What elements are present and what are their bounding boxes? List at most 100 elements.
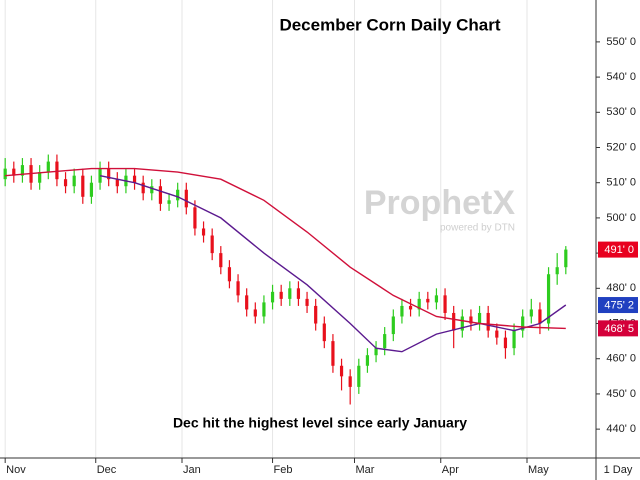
- y-tick-label: 550' 0: [606, 36, 636, 48]
- price-body: [357, 365, 361, 387]
- price-body: [426, 298, 430, 303]
- price-body: [158, 186, 163, 204]
- x-tick-label: Jan: [183, 464, 201, 476]
- price-body: [314, 305, 318, 324]
- y-tick-label: 460' 0: [606, 353, 636, 365]
- interval-label: 1 Day: [604, 464, 633, 476]
- price-body: [434, 295, 439, 303]
- price-body: [452, 312, 456, 331]
- price-body: [63, 179, 68, 187]
- price-body: [460, 316, 464, 331]
- price-body: [546, 274, 551, 324]
- price-body: [288, 288, 292, 299]
- price-body: [20, 165, 25, 176]
- y-tick-label: 480' 0: [606, 282, 636, 294]
- price-body: [3, 168, 7, 180]
- annotation: Dec hit the highest level since early Ja…: [173, 415, 467, 431]
- last-value-label: 491' 0: [604, 244, 634, 256]
- price-body: [253, 309, 257, 317]
- price-body: [365, 355, 370, 366]
- price-body: [150, 186, 154, 194]
- price-body: [98, 168, 102, 183]
- price-body: [339, 365, 344, 377]
- price-body: [443, 295, 447, 313]
- last-value-label: 468' 5: [604, 323, 634, 335]
- y-tick-label: 540' 0: [606, 71, 636, 83]
- price-body: [270, 291, 275, 303]
- price-body: [477, 312, 482, 324]
- price-body: [81, 175, 85, 197]
- last-value-box: [598, 297, 638, 314]
- price-body: [408, 305, 413, 310]
- price-body: [219, 253, 223, 268]
- price-body: [141, 182, 145, 194]
- y-tick-label: 530' 0: [606, 106, 636, 118]
- price-body: [400, 305, 404, 317]
- price-body: [107, 168, 111, 180]
- last-value-box: [598, 320, 638, 337]
- moving-average: [99, 175, 567, 353]
- watermark-brand: ProphetX: [364, 184, 515, 222]
- price-body: [469, 316, 473, 324]
- x-tick-label: Nov: [6, 464, 26, 476]
- price-body: [262, 302, 266, 317]
- last-value-label: 475' 2: [604, 299, 634, 311]
- price-body: [564, 249, 568, 268]
- price-body: [55, 161, 59, 180]
- price-body: [374, 348, 378, 356]
- moving-average: [5, 167, 566, 330]
- price-body: [167, 200, 171, 204]
- price-body: [391, 316, 395, 335]
- price-body: [486, 312, 490, 331]
- y-tick-label: 440' 0: [606, 423, 636, 435]
- price-body: [236, 281, 240, 296]
- price-body: [296, 288, 301, 299]
- price-body: [305, 298, 309, 306]
- price-body: [12, 168, 16, 176]
- price-body: [538, 309, 542, 324]
- price-body: [176, 189, 180, 201]
- x-tick-label: Apr: [442, 464, 459, 476]
- price-body: [72, 175, 76, 187]
- marks: [3, 154, 568, 405]
- price-body: [521, 316, 525, 331]
- price-body: [89, 182, 94, 197]
- price-body: [245, 295, 249, 310]
- price-body: [279, 291, 283, 299]
- y-tick-label: 450' 0: [606, 388, 636, 400]
- price-body: [210, 235, 214, 254]
- x-tick-label: May: [528, 464, 549, 476]
- price-body: [115, 179, 119, 187]
- price-body: [417, 298, 421, 310]
- price-body: [46, 161, 50, 173]
- price-body: [322, 323, 326, 342]
- x-tick-label: Feb: [274, 464, 293, 476]
- chart-title: December Corn Daily Chart: [279, 15, 500, 34]
- price-body: [348, 376, 352, 387]
- watermark-tagline: powered by DTN: [440, 223, 515, 234]
- x-tick-label: Mar: [355, 464, 374, 476]
- price-body: [193, 207, 197, 229]
- price-body: [555, 267, 559, 275]
- price-body: [383, 334, 387, 349]
- last-value-box: [598, 241, 638, 258]
- price-body: [503, 337, 508, 349]
- y-tick-label: 500' 0: [606, 212, 636, 224]
- y-tick-label: 520' 0: [606, 141, 636, 153]
- price-body: [184, 189, 188, 208]
- price-body: [495, 330, 499, 338]
- axes: Nov Dec Jan Feb Mar Apr May 440' 0 450' 0 460' 0 4…: [4, 36, 638, 476]
- y-tick-label: 510' 0: [606, 177, 636, 189]
- price-body: [132, 175, 137, 183]
- x-tick-label: Dec: [97, 464, 117, 476]
- price-body: [529, 309, 533, 317]
- grid: [4, 0, 528, 458]
- price-body: [331, 341, 335, 366]
- price-body: [227, 267, 232, 282]
- price-body: [38, 172, 42, 183]
- price-body: [201, 228, 206, 236]
- price-body: [512, 330, 516, 349]
